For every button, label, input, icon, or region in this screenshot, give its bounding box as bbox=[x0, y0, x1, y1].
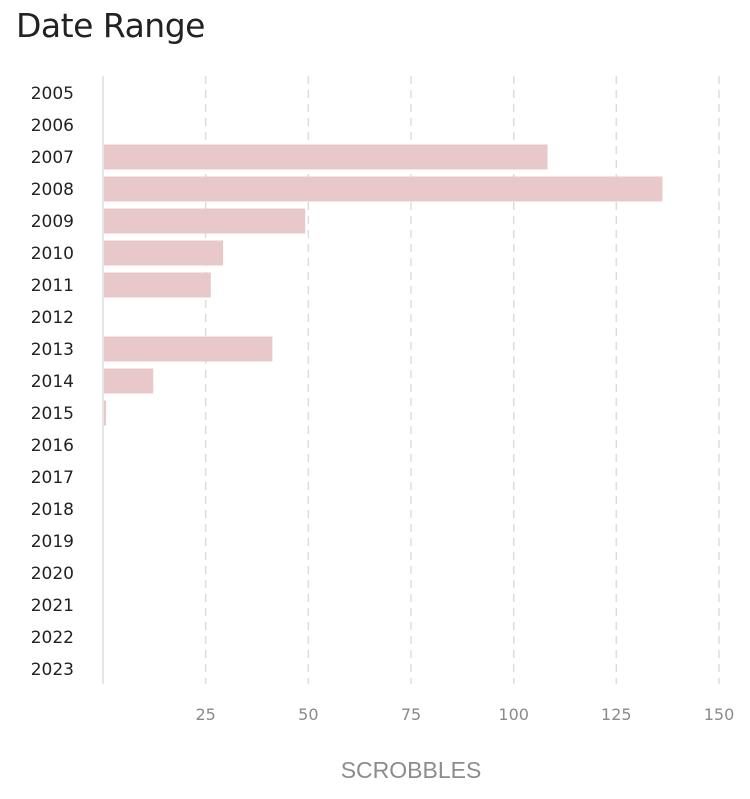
category-label: 2023 bbox=[31, 660, 74, 680]
x-tick-label: 25 bbox=[195, 705, 215, 724]
category-label: 2013 bbox=[31, 340, 74, 360]
bar[interactable] bbox=[104, 176, 663, 202]
category-label: 2020 bbox=[31, 564, 74, 584]
chart-title: Date Range bbox=[16, 6, 205, 45]
bars bbox=[104, 144, 663, 426]
bar[interactable] bbox=[104, 400, 107, 426]
category-label: 2015 bbox=[31, 404, 74, 424]
x-tick-label: 125 bbox=[601, 705, 632, 724]
category-label: 2008 bbox=[31, 180, 74, 200]
category-label: 2018 bbox=[31, 500, 74, 520]
bar[interactable] bbox=[104, 144, 548, 170]
category-label: 2022 bbox=[31, 628, 74, 648]
x-axis-title: SCROBBLES bbox=[341, 757, 482, 783]
category-labels: 2005 2006 2007 2008 2009 2010 2011 2012 2013 2014… bbox=[31, 84, 74, 680]
category-label: 2005 bbox=[31, 84, 74, 104]
category-label: 2011 bbox=[31, 276, 74, 296]
bar[interactable] bbox=[104, 336, 273, 362]
bar[interactable] bbox=[104, 272, 211, 298]
bar[interactable] bbox=[104, 368, 154, 394]
x-tick-label: 100 bbox=[498, 705, 529, 724]
x-tick-label: 50 bbox=[298, 705, 318, 724]
category-label: 2017 bbox=[31, 468, 74, 488]
bar[interactable] bbox=[104, 208, 306, 234]
category-label: 2010 bbox=[31, 244, 74, 264]
category-label: 2021 bbox=[31, 596, 74, 616]
bar[interactable] bbox=[104, 240, 224, 266]
category-label: 2012 bbox=[31, 308, 74, 328]
category-label: 2016 bbox=[31, 436, 74, 456]
category-label: 2006 bbox=[31, 116, 74, 136]
category-label: 2014 bbox=[31, 372, 74, 392]
x-tick-labels: 25 50 75 100 125 150 bbox=[195, 705, 734, 724]
category-label: 2007 bbox=[31, 148, 74, 168]
category-label: 2009 bbox=[31, 212, 74, 232]
x-tick-label: 150 bbox=[704, 705, 735, 724]
x-tick-label: 75 bbox=[401, 705, 421, 724]
category-label: 2019 bbox=[31, 532, 74, 552]
